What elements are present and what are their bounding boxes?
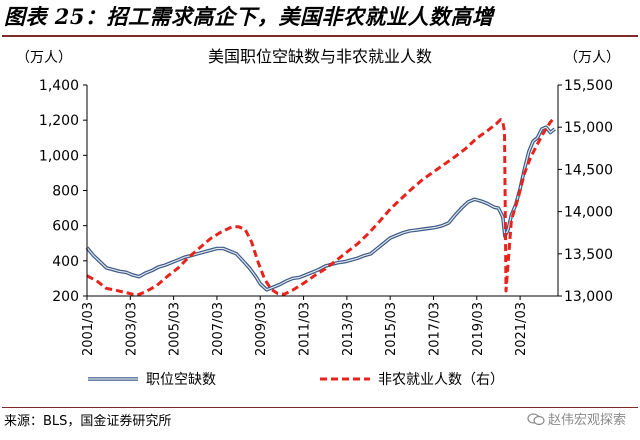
- left-axis-unit: （万人）: [16, 50, 72, 66]
- left-tick-label: 800: [52, 184, 79, 200]
- x-tick-label: 2005/03: [168, 302, 183, 356]
- right-tick-label: 13,000: [564, 289, 613, 305]
- watermark: 赵伟宏观探索: [527, 411, 626, 431]
- wechat-icon: [527, 413, 545, 425]
- right-tick-label: 13,500: [564, 247, 613, 263]
- x-tick-label: 2015/03: [384, 302, 399, 356]
- legend-label-payroll: 非农就业人数（右）: [378, 372, 504, 388]
- source-divider: [2, 407, 638, 408]
- payroll-line: [86, 116, 556, 297]
- x-tick-label: 2017/03: [427, 302, 442, 356]
- left-tick-label: 600: [52, 219, 79, 235]
- right-tick-label: 15,500: [564, 78, 613, 94]
- chart: 美国职位空缺数与非农就业人数 （万人） （万人） 200 400 600 800 1,0…: [16, 47, 620, 388]
- chart-title: 美国职位空缺数与非农就业人数: [208, 47, 432, 66]
- legend-label-vacancy: 职位空缺数: [146, 372, 216, 388]
- x-tick-label: 2013/03: [341, 302, 356, 356]
- right-tick-label: 14,000: [564, 205, 613, 221]
- left-tick-label: 1,200: [39, 113, 79, 129]
- x-tick-label: 2009/03: [254, 302, 269, 356]
- left-tick-label: 200: [52, 289, 79, 305]
- right-axis-unit: （万人）: [564, 50, 620, 66]
- x-tick-label: 2011/03: [298, 302, 313, 356]
- vacancy-line-inner: [86, 126, 556, 291]
- vacancy-line-outer: [85, 125, 556, 292]
- x-tick-label: 2003/03: [124, 302, 139, 356]
- left-tick-label: 1,000: [39, 148, 79, 164]
- right-tick-label: 14,500: [564, 162, 613, 178]
- right-tick-label: 15,000: [564, 120, 613, 136]
- title-divider: [2, 35, 638, 37]
- x-tick-label: 2019/03: [471, 302, 486, 356]
- watermark-text: 赵伟宏观探索: [547, 413, 626, 428]
- figure-title: 图表 25：招工需求高企下，美国非农就业人数高增: [4, 4, 494, 29]
- left-tick-label: 400: [52, 254, 79, 270]
- source-note: 来源：BLS，国金证券研究所: [4, 414, 172, 429]
- x-tick-label: 2001/03: [81, 302, 96, 356]
- left-tick-label: 1,400: [39, 78, 79, 94]
- x-tick-label: 2007/03: [211, 302, 226, 356]
- x-tick-label: 2021/03: [514, 302, 529, 356]
